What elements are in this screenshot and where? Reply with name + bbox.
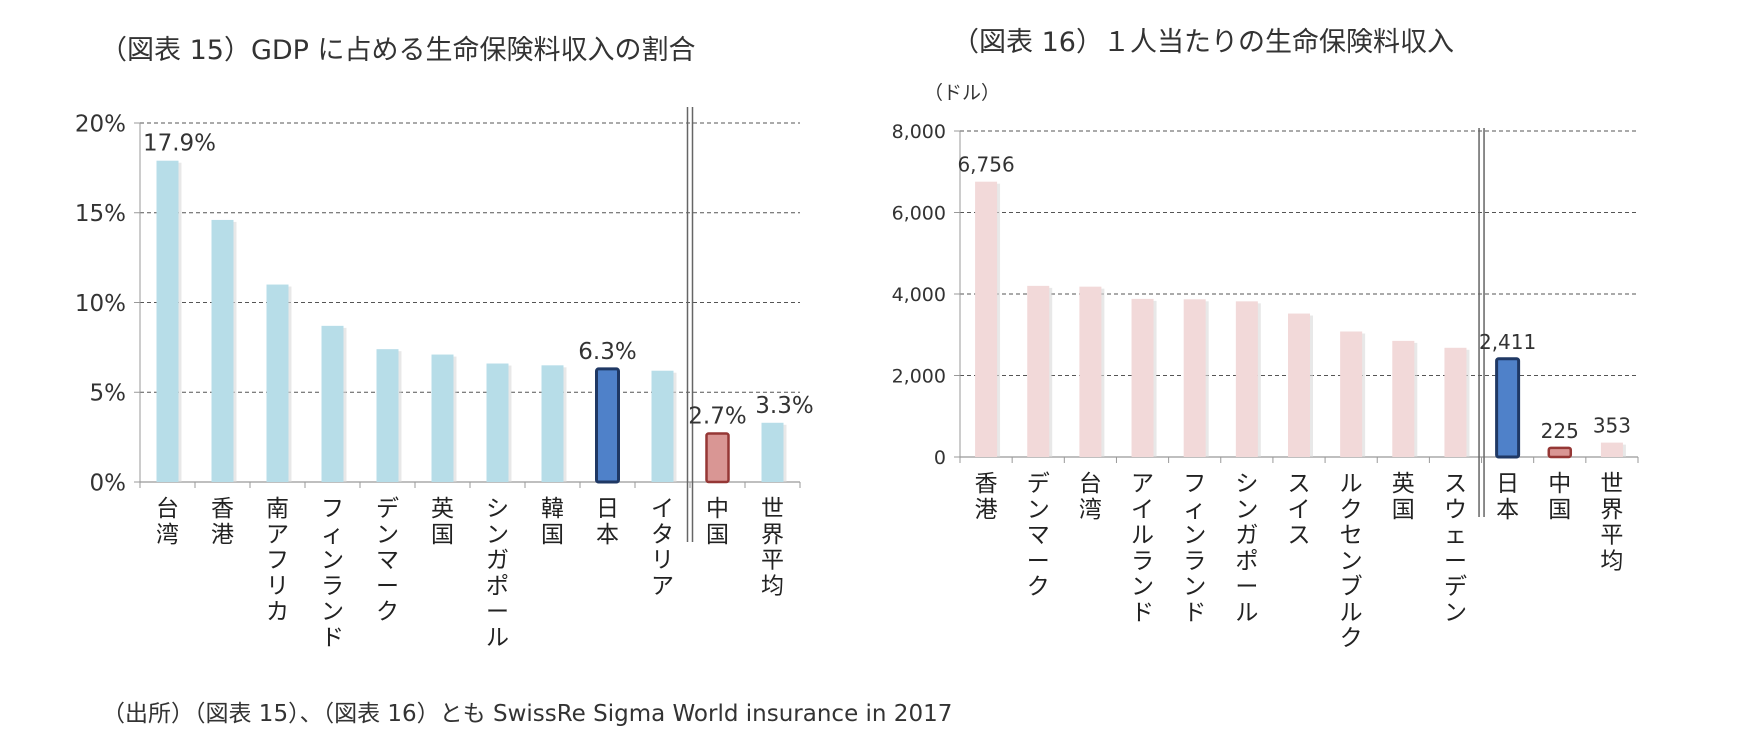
left-bar	[651, 370, 674, 482]
left-category-label: シンガポール	[486, 496, 509, 651]
right-category-label: 台湾	[1079, 471, 1102, 523]
left-category-label: 台湾	[156, 496, 179, 548]
left-bar	[541, 365, 564, 482]
right-category-label: 英国	[1392, 471, 1415, 523]
left-data-label: 6.3%	[578, 339, 636, 365]
right-data-label: 353	[1593, 414, 1631, 438]
left-data-label: 2.7%	[688, 404, 746, 430]
left-ytick-label: 15%	[75, 201, 126, 227]
right-ytick-label: 4,000	[892, 284, 946, 306]
right-category-label: スイス	[1288, 471, 1311, 549]
left-data-label: 3.3%	[755, 393, 813, 419]
left-bar	[156, 160, 179, 482]
left-category-label: 香港	[211, 496, 234, 548]
left-ytick-label: 5%	[90, 381, 127, 407]
left-category-label: イタリア	[651, 496, 674, 599]
right-category-label: 香港	[975, 471, 998, 523]
right-bar	[1131, 298, 1154, 457]
right-category-label: シンガポール	[1235, 471, 1258, 626]
left-bar	[486, 363, 509, 482]
left-category-label: 中国	[706, 496, 729, 548]
left-bar	[431, 354, 454, 482]
left-category-label: 世界平均	[761, 496, 784, 599]
left-bar	[266, 284, 289, 482]
right-category-label: デンマーク	[1027, 471, 1050, 600]
right-category-label: アイルランド	[1131, 471, 1154, 626]
left-category-label: 日本	[596, 496, 619, 548]
right-bar	[1288, 313, 1310, 457]
right-bar	[1340, 331, 1363, 457]
left-category-label: 南アフリカ	[266, 496, 289, 625]
source-note: （出所）（図表 15）、（図表 16）とも SwissRe Sigma Worl…	[102, 701, 953, 727]
right-bar	[1547, 446, 1573, 459]
right-bar	[1235, 301, 1258, 457]
right-ytick-label: 2,000	[892, 365, 946, 387]
right-chart-title: （図表 16）１人当たりの生命保険料収入	[952, 27, 1454, 58]
right-category-label: フィンランド	[1183, 471, 1206, 626]
left-bar	[761, 422, 784, 482]
right-ytick-label: 0	[934, 447, 946, 469]
right-data-label: 225	[1541, 419, 1579, 443]
right-bar	[1079, 286, 1102, 457]
left-category-label: フィンランド	[321, 496, 344, 651]
right-bar	[975, 181, 998, 457]
right-ytick-label: 6,000	[892, 202, 946, 224]
left-data-label: 17.9%	[143, 131, 216, 157]
right-bar	[1600, 442, 1623, 457]
right-bar	[1183, 299, 1206, 457]
right-bar	[1392, 340, 1415, 457]
left-bar	[376, 349, 399, 482]
left-category-label: 韓国	[541, 496, 564, 548]
left-ytick-label: 20%	[75, 111, 126, 137]
right-bar	[1027, 285, 1050, 457]
right-data-label: 2,411	[1479, 330, 1536, 354]
right-category-label: スウェーデン	[1444, 471, 1467, 626]
right-category-label: 世界平均	[1600, 471, 1623, 574]
left-ytick-label: 10%	[75, 291, 126, 317]
left-bar	[321, 325, 344, 482]
left-bar	[211, 219, 234, 482]
right-bar	[1495, 357, 1521, 459]
right-data-label: 6,756	[957, 153, 1014, 177]
left-bar	[705, 432, 730, 484]
left-ytick-label: 0%	[90, 470, 127, 496]
left-category-label: デンマーク	[376, 496, 399, 625]
right-chart-unit-label: （ドル）	[924, 82, 1001, 104]
left-chart-title: （図表 15）GDP に占める生命保険料収入の割合	[100, 35, 696, 66]
right-category-label: 中国	[1548, 471, 1571, 523]
right-category-label: 日本	[1496, 471, 1519, 523]
right-ytick-label: 8,000	[892, 121, 946, 143]
right-category-label: ルクセンブルク	[1340, 471, 1363, 652]
left-category-label: 英国	[431, 496, 454, 548]
left-bar	[595, 367, 620, 484]
right-bar	[1444, 347, 1467, 457]
